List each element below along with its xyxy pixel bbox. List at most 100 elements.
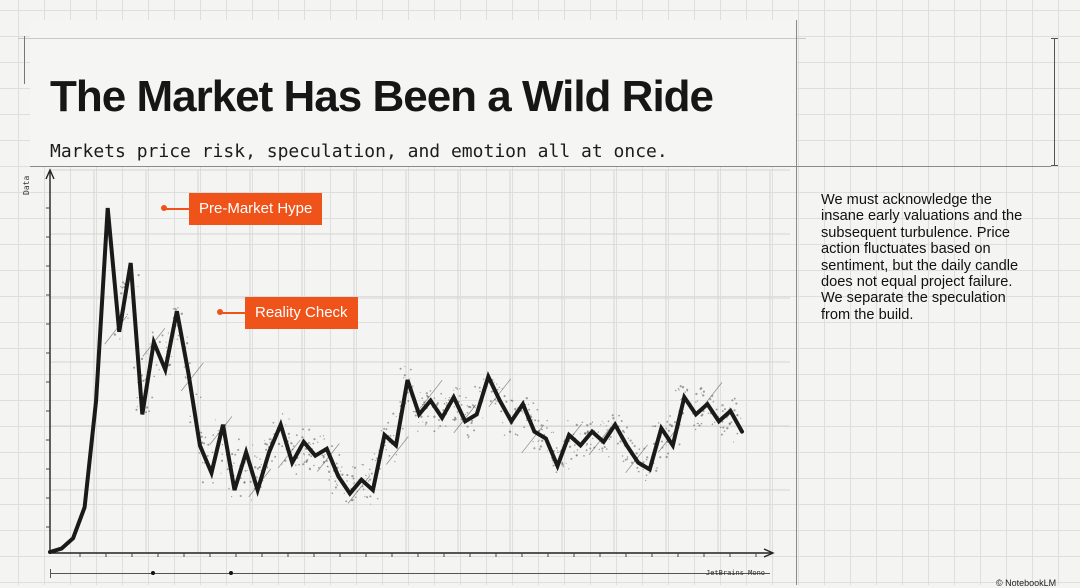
texture-speck: [226, 468, 229, 471]
texture-speck: [334, 486, 337, 489]
texture-speck: [200, 435, 203, 438]
texture-speck: [295, 473, 298, 475]
texture-speck: [707, 412, 710, 414]
texture-speck: [721, 420, 724, 423]
texture-speck: [455, 386, 457, 389]
right-bracket: [1051, 38, 1058, 166]
texture-speck: [589, 447, 592, 450]
chart-series: [48, 207, 744, 554]
texture-speck: [385, 428, 388, 431]
texture-speck: [153, 375, 155, 378]
texture-speck: [623, 431, 626, 434]
texture-speck: [158, 369, 160, 371]
texture-speck: [120, 292, 123, 295]
texture-speck: [346, 480, 348, 482]
texture-speck: [733, 409, 736, 412]
texture-speck: [185, 377, 187, 379]
texture-speck: [714, 421, 716, 423]
texture-speck: [380, 430, 383, 432]
texture-speck: [288, 418, 290, 420]
texture-speck: [532, 402, 535, 404]
texture-speck: [272, 421, 275, 424]
texture-speck: [514, 433, 517, 436]
texture-speck: [601, 447, 604, 450]
texture-speck: [198, 452, 200, 454]
texture-speck: [252, 444, 254, 446]
texture-speck: [231, 453, 234, 456]
texture-speck: [498, 386, 501, 389]
texture-speck: [573, 444, 576, 446]
texture-speck: [619, 440, 622, 443]
texture-speck: [330, 476, 332, 478]
left-bracket: [24, 36, 25, 84]
texture-speck: [600, 424, 602, 426]
texture-speck: [527, 403, 529, 405]
texture-speck: [409, 378, 411, 380]
texture-speck: [702, 390, 705, 393]
texture-speck: [437, 419, 440, 421]
texture-speck: [567, 420, 569, 422]
texture-speck: [537, 419, 540, 422]
texture-speck: [508, 430, 512, 433]
texture-hatch: [386, 436, 409, 465]
texture-speck: [281, 445, 284, 448]
footer-font-label: JetBrains Mono: [706, 569, 766, 577]
texture-speck: [635, 452, 638, 455]
texture-speck: [585, 449, 588, 452]
texture-speck: [642, 461, 645, 464]
texture-speck: [404, 365, 406, 367]
texture-speck: [694, 428, 697, 431]
texture-speck: [266, 443, 269, 446]
annotation-connector-2: [222, 312, 245, 314]
texture-speck: [295, 434, 298, 437]
texture-speck: [709, 398, 712, 401]
texture-speck: [555, 471, 558, 474]
texture-speck: [607, 420, 610, 423]
texture-speck: [211, 451, 214, 454]
texture-speck: [310, 455, 313, 458]
texture-speck: [678, 443, 681, 446]
texture-speck: [496, 388, 499, 391]
texture-speck: [444, 397, 447, 400]
texture-speck: [264, 442, 267, 445]
texture-speck: [655, 469, 658, 472]
texture-speck: [454, 416, 457, 419]
texture-speck: [502, 422, 504, 424]
footer-axis-tick-start: [50, 569, 51, 578]
texture-speck: [266, 467, 269, 469]
texture-speck: [732, 441, 735, 443]
series-line: [48, 207, 744, 554]
texture-speck: [271, 460, 273, 462]
texture-speck: [436, 401, 439, 405]
texture-speck: [133, 366, 136, 369]
texture-speck: [659, 456, 662, 459]
texture-speck: [712, 401, 715, 403]
texture-speck: [552, 464, 555, 467]
texture-speck: [654, 425, 657, 428]
texture-speck: [466, 434, 469, 436]
texture-speck: [546, 450, 548, 452]
texture-speck: [389, 434, 392, 437]
texture-speck: [680, 398, 682, 401]
texture-speck: [489, 400, 492, 403]
texture-speck: [474, 385, 477, 388]
texture-speck: [636, 466, 639, 469]
texture-speck: [729, 407, 731, 409]
texture-speck: [217, 430, 220, 432]
texture-speck: [388, 434, 390, 437]
texture-speck: [169, 373, 171, 375]
texture-speck: [184, 376, 187, 378]
texture-speck: [696, 422, 698, 425]
texture-speck: [174, 307, 177, 311]
texture-speck: [259, 458, 261, 460]
texture-speck: [597, 431, 599, 433]
texture-speck: [711, 423, 714, 425]
texture-speck: [260, 464, 262, 466]
texture-speck: [471, 419, 474, 422]
texture-speck: [369, 478, 372, 481]
texture-speck: [473, 429, 476, 432]
texture-speck: [433, 415, 436, 418]
texture-speck: [373, 453, 376, 455]
texture-speck: [403, 374, 406, 377]
texture-speck: [735, 402, 738, 405]
